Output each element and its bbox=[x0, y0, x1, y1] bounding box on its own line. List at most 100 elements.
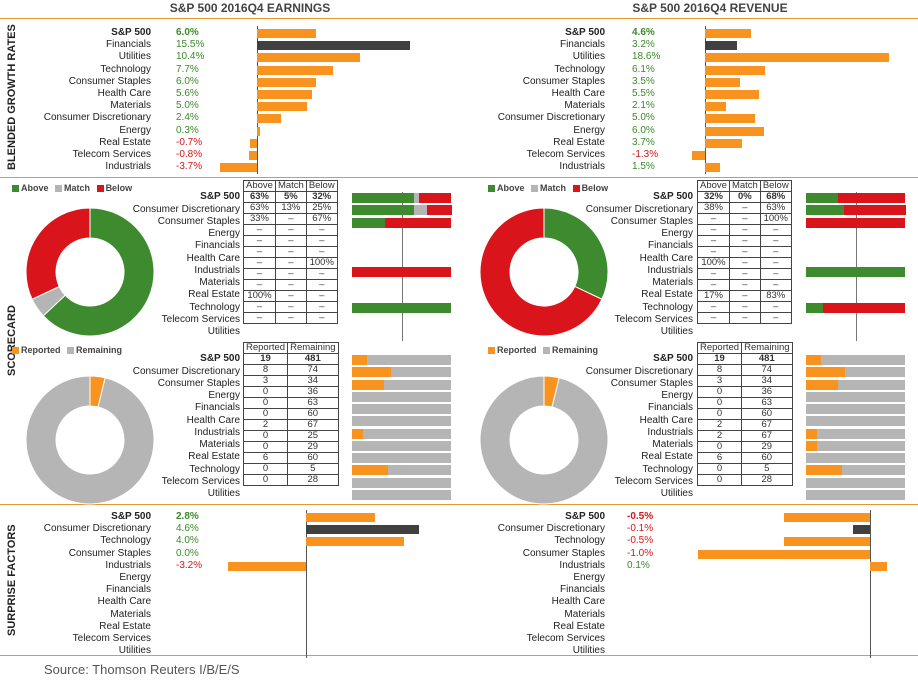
scorecard-label: S&P 500 bbox=[200, 191, 240, 203]
donut-slice-below bbox=[479, 207, 603, 337]
scorecard-label: Consumer Staples bbox=[157, 215, 240, 227]
table-row: 0 36 bbox=[696, 386, 793, 398]
growth-label: Energy bbox=[119, 124, 151, 136]
table-row: – – – bbox=[243, 279, 338, 291]
top-rule bbox=[0, 18, 918, 19]
growth-bar bbox=[257, 126, 260, 136]
growth-label: Materials bbox=[110, 100, 151, 112]
scorecard-label: Consumer Staples bbox=[610, 215, 693, 227]
reported-bar bbox=[806, 440, 818, 451]
legend-above: Above bbox=[497, 183, 525, 193]
growth-label: Utilities bbox=[118, 51, 151, 63]
scorecard-label: Financials bbox=[647, 402, 693, 414]
stack-bar-segment bbox=[414, 193, 420, 203]
scorecard-label: Health Care bbox=[186, 414, 240, 426]
growth-value: 5.0% bbox=[176, 100, 199, 112]
table-row: 38% –63% bbox=[697, 202, 792, 214]
scorecard-label: Technology bbox=[642, 463, 693, 475]
remaining-bar bbox=[352, 477, 451, 488]
table-cell: – bbox=[697, 312, 730, 324]
growth-bar bbox=[705, 126, 765, 136]
surprise-label: Utilities bbox=[572, 645, 605, 657]
legend-below: Below bbox=[105, 183, 133, 193]
table-row: 6 60 bbox=[242, 452, 339, 464]
surprise-value: 0.0% bbox=[176, 547, 199, 559]
growth-value: 5.6% bbox=[176, 88, 199, 99]
surprise-value: 2.8% bbox=[176, 511, 199, 522]
legend-match: Match bbox=[64, 183, 91, 193]
table-row: – – – bbox=[697, 279, 792, 291]
growth-label: Financials bbox=[559, 39, 605, 51]
scorecard-table: Reported Remaining 19 481 8 74 3 34 0 36 0 63 0 60 2 67… bbox=[696, 342, 793, 486]
remaining-bar bbox=[838, 379, 905, 390]
growth-label: Health Care bbox=[97, 88, 151, 99]
legend-above: Above bbox=[21, 183, 49, 193]
table-row: 63% 5% 32% bbox=[243, 191, 338, 203]
growth-label: Telecom Services bbox=[526, 149, 605, 160]
table-cell: 28 bbox=[287, 474, 339, 486]
growth-bar bbox=[257, 53, 360, 63]
column-header: Above bbox=[697, 180, 730, 192]
scorecard-label: Real Estate bbox=[641, 289, 693, 301]
surprise-bar bbox=[852, 525, 870, 535]
remaining-bar bbox=[844, 367, 905, 378]
scorecard-label: Consumer Discretionary bbox=[585, 203, 693, 215]
surprise-bar bbox=[306, 513, 375, 522]
legend-beat-right: Above Match Below bbox=[484, 183, 608, 193]
table-row: 32% 0% 68% bbox=[697, 191, 792, 203]
donut-slice-below bbox=[25, 207, 91, 300]
growth-bar bbox=[692, 151, 705, 160]
surprise-label: Financials bbox=[105, 584, 151, 596]
growth-value: -0.7% bbox=[176, 136, 203, 148]
surprise-label: Real Estate bbox=[99, 620, 151, 632]
scorecard-label: Consumer Discretionary bbox=[132, 203, 240, 215]
growth-value: 1.5% bbox=[632, 161, 655, 173]
scorecard-label: Financials bbox=[194, 402, 240, 414]
growth-value: 7.7% bbox=[176, 63, 199, 75]
table-row: – – – bbox=[243, 312, 338, 324]
table-row: – – – bbox=[243, 235, 338, 247]
stack-bar-segment bbox=[352, 303, 451, 314]
growth-label: Financials bbox=[105, 39, 151, 51]
surprise-label: Materials bbox=[564, 608, 605, 620]
stack-bar-segment bbox=[806, 266, 905, 277]
stack-bar-segment bbox=[352, 205, 415, 216]
surprise-value: 4.6% bbox=[176, 523, 199, 535]
remaining-bar bbox=[806, 416, 905, 427]
donut-slice-remaining bbox=[479, 375, 609, 505]
scorecard-label: Telecom Services bbox=[161, 313, 240, 325]
surprise-label: Health Care bbox=[551, 596, 605, 608]
table-row: 0 60 bbox=[242, 408, 339, 420]
growth-value: 5.0% bbox=[632, 112, 655, 124]
growth-label: Real Estate bbox=[99, 136, 151, 148]
growth-label: Consumer Staples bbox=[68, 75, 151, 87]
scorecard-label: Energy bbox=[208, 390, 240, 401]
table-header-row: Above Match Below bbox=[697, 180, 792, 192]
legend-below: Below bbox=[581, 183, 609, 193]
reported-bar bbox=[352, 379, 385, 390]
reported-bar bbox=[806, 367, 845, 378]
growth-bar bbox=[705, 53, 890, 63]
scorecard-label: Energy bbox=[208, 228, 240, 239]
scorecard-label: Industrials bbox=[647, 264, 693, 276]
scorecard-label: Technology bbox=[642, 301, 693, 313]
surprise-value: 4.0% bbox=[176, 535, 199, 547]
remaining-bar bbox=[352, 489, 451, 500]
stack-bar-segment bbox=[414, 205, 428, 216]
surprise-value: -0.1% bbox=[627, 523, 654, 535]
table-row: 3 34 bbox=[242, 375, 339, 387]
table-row: – – – bbox=[697, 301, 792, 313]
growth-bar bbox=[257, 77, 317, 87]
table-row: 17% –83% bbox=[697, 290, 792, 302]
growth-value: 18.6% bbox=[632, 51, 661, 63]
table-row: – –100% bbox=[243, 257, 338, 269]
table-cell: – bbox=[697, 246, 730, 258]
surprise-label: Energy bbox=[119, 572, 151, 583]
growth-value: 10.4% bbox=[176, 51, 205, 63]
growth-label: Consumer Discretionary bbox=[43, 112, 151, 124]
scorecard-label: Financials bbox=[194, 240, 240, 252]
surprise-label: Industrials bbox=[559, 559, 605, 571]
remaining-bar bbox=[842, 465, 905, 476]
table-cell: – bbox=[305, 312, 338, 324]
